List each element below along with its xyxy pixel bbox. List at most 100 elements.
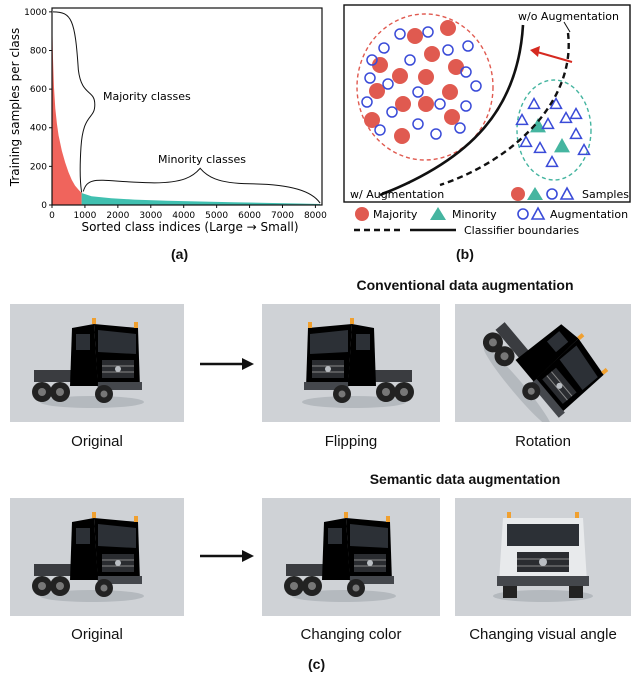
caption-original-2: Original [71, 626, 123, 643]
augmentation-sample [460, 100, 472, 112]
majority-sample [407, 28, 423, 44]
augmentation-triangle [527, 96, 541, 110]
majority-cluster [356, 13, 494, 161]
image-changing-visual-angle [455, 498, 631, 616]
augmentation-sample [442, 44, 454, 56]
majority-sample [418, 96, 434, 112]
caption-rotation: Rotation [515, 433, 571, 450]
legend-aug-circle [517, 208, 529, 220]
majority-sample [392, 68, 408, 84]
x-tick-label: 4000 [172, 211, 195, 221]
y-tick-label: 1000 [24, 8, 47, 18]
caption-flipping: Flipping [324, 433, 378, 450]
augmentation-sample [434, 98, 446, 110]
augmentation-sample [462, 40, 474, 52]
samples-aug-triangle [559, 186, 575, 200]
image-original-1 [10, 304, 184, 422]
augmentation-triangle [577, 142, 591, 156]
x-tick-label: 1000 [73, 211, 96, 221]
caption-original-1: Original [71, 433, 123, 450]
panel-c-label: (c) [308, 656, 326, 672]
legend-minority-marker [430, 207, 446, 220]
y-tick-label: 600 [30, 85, 47, 95]
majority-sample [424, 46, 440, 62]
augmentation-sample [454, 122, 466, 134]
shift-arrow-head [530, 46, 540, 57]
pointer-w [381, 182, 411, 194]
majority-sample [369, 83, 385, 99]
minority-sample [554, 138, 570, 153]
x-axis-label: Sorted class indices (Large → Small) [81, 220, 298, 234]
augmentation-sample [374, 124, 386, 136]
y-axis-label: Training samples per class [8, 28, 22, 187]
x-tick-label: 8000 [304, 211, 327, 221]
majority-sample [364, 112, 380, 128]
augmentation-sample [460, 66, 472, 78]
augmentation-triangle [515, 112, 529, 126]
majority-sample [372, 57, 388, 73]
image-original-2 [10, 498, 184, 616]
caption-changing-visual-angle: Changing visual angle [469, 626, 617, 643]
x-tick-label: 3000 [139, 211, 162, 221]
boundary-with-augmentation [379, 24, 525, 197]
panel-b-label: (b) [456, 246, 474, 262]
plot-frame [343, 4, 631, 203]
augmentation-sample [470, 80, 482, 92]
augmentation-triangle [545, 154, 559, 168]
label-with-augmentation: w/ Augmentation [350, 188, 444, 201]
augmentation-sample [430, 128, 442, 140]
x-tick-label: 2000 [106, 211, 129, 221]
augmentation-sample [422, 26, 434, 38]
y-tick-label: 400 [30, 124, 47, 134]
head-region-area [52, 11, 82, 205]
augmentation-triangle [533, 140, 547, 154]
majority-sample [440, 20, 456, 36]
augmentation-sample [394, 28, 406, 40]
majority-sample [444, 109, 460, 125]
y-tick-label: 200 [30, 162, 47, 172]
augmentation-sample [412, 86, 424, 98]
pointer-wo [563, 21, 571, 33]
semantic-title: Semantic data augmentation [369, 471, 561, 487]
label-without-augmentation: w/o Augmentation [518, 10, 619, 23]
augmentation-sample [366, 54, 378, 66]
augmentation-triangle [519, 134, 533, 148]
augmentation-triangle [559, 110, 573, 124]
x-tick-label: 5000 [205, 211, 228, 221]
legend-boundaries: Classifier boundaries [464, 224, 579, 237]
plot-frame [51, 7, 323, 206]
majority-sample [418, 69, 434, 85]
majority-sample [448, 59, 464, 75]
augmentation-sample [412, 118, 424, 130]
image-rotation [455, 304, 631, 422]
augmentation-triangle [541, 116, 555, 130]
legend-minority: Minority [452, 208, 497, 221]
annotation-majority-classes: Majority classes [103, 90, 191, 103]
augmentation-sample [378, 42, 390, 54]
augmentation-triangle [569, 106, 583, 120]
image-flipping [262, 304, 440, 422]
conventional-title: Conventional data augmentation [356, 277, 574, 293]
boundary-without-augmentation [439, 32, 570, 187]
augmentation-triangle [569, 126, 583, 140]
augmentation-sample [361, 96, 373, 108]
majority-sample [442, 84, 458, 100]
caption-changing-color: Changing color [300, 626, 402, 643]
minority-cluster [516, 79, 592, 181]
x-tick-label: 6000 [238, 211, 261, 221]
augmentation-sample [404, 54, 416, 66]
long-tail-chart: 0 1000 2000 3000 4000 5000 6000 7000 8000 0 200 400… [8, 7, 327, 234]
x-tick-label: 0 [49, 211, 55, 221]
majority-sample [395, 96, 411, 112]
y-tick-label: 0 [41, 201, 47, 211]
augmentation-sample [386, 106, 398, 118]
label-samples: Samples [582, 188, 629, 201]
y-tick-label: 800 [30, 46, 47, 56]
samples-aug-circle [546, 188, 558, 200]
x-tick-label: 7000 [271, 211, 294, 221]
tail-region-area [81, 193, 321, 205]
legend-aug-triangle [530, 206, 546, 220]
majority-brace [52, 11, 96, 193]
shift-arrow [536, 51, 573, 63]
augmentation-triangle [549, 96, 563, 110]
